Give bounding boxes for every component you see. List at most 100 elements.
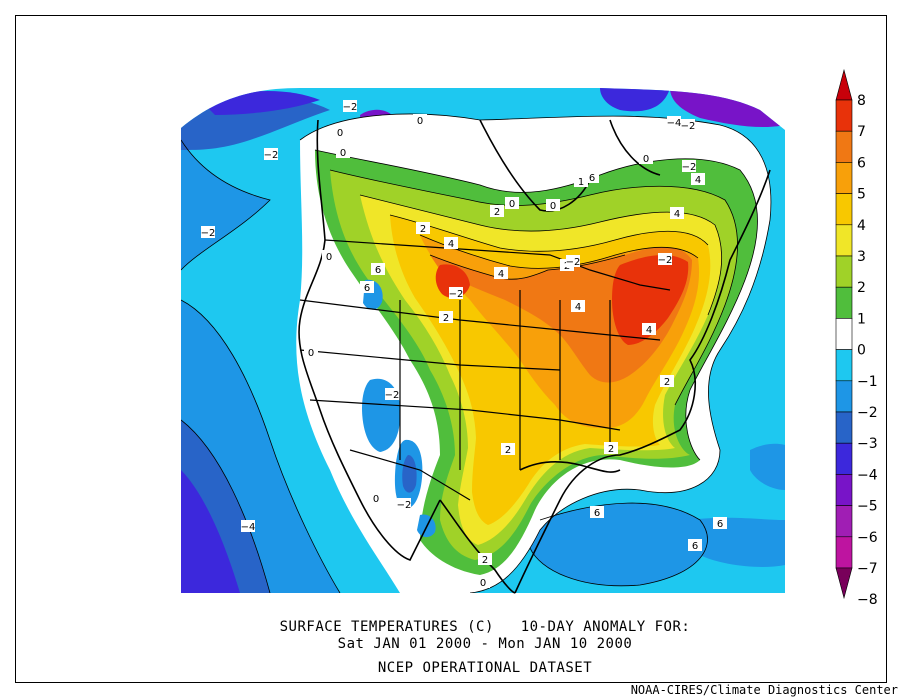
contour-label-bg — [360, 281, 374, 293]
contour-label: 2 — [443, 313, 449, 324]
contour-label-bg — [336, 146, 350, 158]
title-line-3: NCEP OPERATIONAL DATASET — [377, 660, 593, 676]
contour-label: 0 — [326, 252, 332, 263]
contour-label: 0 — [337, 128, 343, 139]
contour-label-bg — [639, 152, 653, 164]
contour-label: −2 — [201, 228, 216, 239]
contour-label-bg — [333, 126, 347, 138]
contour-label-bg — [413, 114, 427, 126]
legend-label: 0 — [857, 343, 866, 359]
contour-label-bg — [444, 237, 458, 249]
field-minus3-southwest — [402, 455, 417, 493]
legend-label: −5 — [857, 499, 878, 515]
contour-label: 0 — [509, 199, 515, 210]
contour-label-bg — [585, 171, 599, 183]
legend-label: 6 — [857, 155, 866, 171]
contour-label-bg — [505, 197, 519, 209]
contour-label-bg — [264, 148, 278, 160]
contour-label: −2 — [264, 150, 279, 161]
legend-label: 8 — [857, 93, 866, 109]
legend-label: −1 — [857, 374, 878, 390]
legend-swatch — [835, 318, 853, 350]
legend-label: −3 — [857, 436, 878, 452]
legend-arrow-top — [835, 68, 853, 101]
contour-label: 4 — [646, 325, 652, 336]
legend-swatch — [835, 255, 853, 288]
field-minus2-caribbean — [690, 517, 785, 567]
legend-swatch — [835, 536, 853, 569]
field-minus2-gulf — [530, 503, 708, 586]
contour-label: −2 — [343, 102, 358, 113]
contour-label: 6 — [364, 283, 370, 294]
legend-swatch — [835, 442, 853, 475]
color-legend: 8 7 6 5 4 3 2 1 0 −1 −2 −3 −4 −5 −6 −7 −8 — [835, 68, 878, 608]
contour-label-bg — [667, 116, 681, 128]
contour-label-bg — [476, 576, 490, 588]
contour-label: −2 — [449, 289, 464, 300]
coastlines — [298, 119, 771, 594]
contour-label: 4 — [575, 302, 581, 313]
contour-label-bg — [490, 205, 504, 217]
contour-label: −2 — [566, 257, 581, 268]
contour-label: 4 — [695, 175, 701, 186]
legend-label: 2 — [857, 280, 866, 296]
contour-label-bg — [590, 506, 604, 518]
contour-label-bg — [385, 388, 399, 400]
contour-label: 0 — [480, 578, 486, 589]
contour-label-bg — [449, 287, 463, 299]
legend-label: −6 — [857, 530, 878, 546]
legend-swatch — [835, 286, 853, 319]
contour-lines — [181, 113, 772, 593]
contour-label-bg — [691, 173, 705, 185]
contour-label-bg — [397, 498, 411, 510]
contour-label-bg — [304, 346, 318, 358]
contour-label: 6 — [717, 519, 723, 530]
contour-label: 0 — [373, 494, 379, 505]
contour-label-bg — [546, 199, 560, 211]
contour-label-bg — [658, 253, 672, 265]
contour-label: 0 — [340, 148, 346, 159]
contour-label-bg — [566, 255, 580, 267]
legend-label: −8 — [857, 592, 878, 608]
contour-labels: −2−2−2−2−4−2−4−2000000000012222222244444… — [201, 100, 727, 589]
contour-label-bg — [681, 119, 695, 131]
field-minus2-atlantic — [750, 443, 785, 490]
contour-label-bg — [670, 207, 684, 219]
legend-label: 4 — [857, 218, 866, 234]
legend-swatch — [835, 193, 853, 226]
contour-label: −2 — [682, 162, 697, 173]
legend-label: 5 — [857, 187, 866, 203]
legend-label: −4 — [857, 467, 878, 483]
contour-label: −2 — [385, 390, 400, 401]
legend-swatch — [835, 474, 853, 506]
legend-swatch — [835, 349, 853, 382]
legend-label: 3 — [857, 249, 866, 265]
anomaly-field — [181, 88, 785, 593]
contour-label-bg — [439, 311, 453, 323]
contour-label: 6 — [692, 541, 698, 552]
plot-frame — [15, 15, 887, 683]
field-minus4-arctic — [600, 88, 670, 112]
contour-label: −2 — [681, 121, 696, 132]
title-line-1: SURFACE TEMPERATURES (C) 10-DAY ANOMALY … — [279, 619, 691, 635]
contour-label-bg — [369, 492, 383, 504]
field-plus7-northeast — [612, 254, 689, 345]
legend-label: 1 — [857, 311, 866, 327]
contour-label: 6 — [375, 265, 381, 276]
contour-label-bg — [688, 539, 702, 551]
contour-label: −2 — [397, 500, 412, 511]
contour-label: 4 — [674, 209, 680, 220]
contour-label-bg — [371, 263, 385, 275]
legend-swatch — [835, 411, 853, 444]
contour-label-bg — [574, 175, 588, 187]
contour-label: 4 — [498, 269, 504, 280]
legend-swatch — [835, 224, 853, 257]
contour-label-bg — [642, 323, 656, 335]
contour-label: 6 — [594, 508, 600, 519]
contour-label: −4 — [241, 522, 256, 533]
contour-label-bg — [713, 517, 727, 529]
contour-label: 2 — [420, 224, 426, 235]
contour-label: 2 — [494, 207, 500, 218]
field-zero-rockies — [393, 353, 411, 389]
